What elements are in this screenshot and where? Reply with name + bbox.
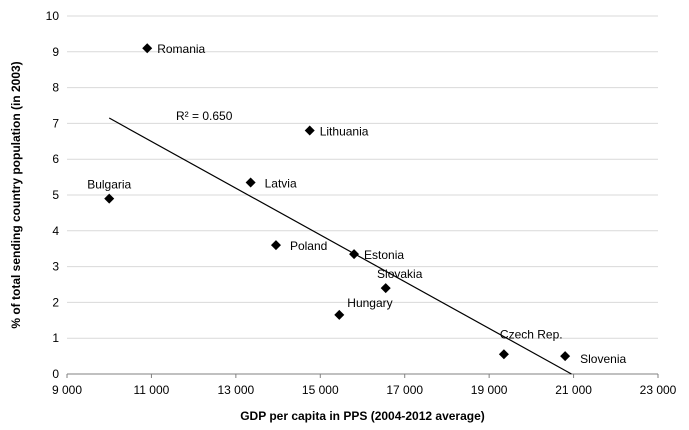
data-point-marker (304, 125, 315, 136)
x-tick-label: 15 000 (302, 383, 339, 397)
data-point-label: Slovenia (580, 352, 626, 366)
x-tick-labels: 9 000 11 000 13 000 15 000 17 000 19 000 21 00… (52, 374, 677, 397)
x-tick-label: 9 000 (52, 383, 82, 397)
r-squared-annotation: R² = 0.650 (176, 109, 233, 123)
y-tick-label: 4 (52, 224, 59, 238)
data-point-label: Lithuania (320, 125, 369, 139)
data-point-marker (349, 249, 360, 260)
data-point-marker (142, 43, 153, 54)
data-point-label: Romania (157, 42, 205, 56)
data-point-marker (334, 309, 345, 320)
y-tick-label: 3 (52, 260, 59, 274)
trendline (108, 117, 572, 375)
data-point-label: Czech Rep. (500, 327, 563, 341)
data-point-label: Hungary (347, 296, 392, 310)
y-tick-labels: 0 1 2 3 4 5 6 7 8 9 10 (46, 9, 60, 381)
data-point-label: Bulgaria (87, 178, 131, 192)
y-tick-label: 9 (52, 45, 59, 59)
x-tick-label: 21 000 (555, 383, 592, 397)
data-point-label: Poland (290, 239, 327, 253)
data-point-label: Estonia (364, 248, 404, 262)
data-point-marker (498, 349, 509, 360)
data-point-marker (270, 240, 281, 251)
data-point-marker (104, 193, 115, 204)
y-tick-label: 8 (52, 81, 59, 95)
y-tick-label: 1 (52, 331, 59, 345)
gridlines (67, 15, 658, 339)
data-point-label: Latvia (265, 176, 297, 190)
x-tick-label: 11 000 (134, 383, 170, 397)
y-tick-label: 2 (52, 295, 59, 309)
data-points: Romania Bulgaria Lithuania Latvia Poland Esto… (87, 42, 626, 366)
x-tick-label: 23 000 (640, 383, 677, 397)
data-point-marker (380, 283, 391, 294)
x-axis-title: GDP per capita in PPS (2004-2012 average… (240, 409, 485, 423)
y-tick-label: 7 (52, 116, 59, 130)
data-point-label: Slovakia (377, 267, 423, 281)
data-point-marker (560, 351, 571, 362)
y-tick-label: 10 (46, 9, 60, 23)
x-tick-label: 17 000 (386, 383, 423, 397)
y-axis-title: % of total sending country population (i… (9, 61, 23, 328)
data-point-marker (245, 177, 256, 188)
y-tick-label: 6 (52, 152, 59, 166)
y-tick-label: 0 (52, 367, 59, 381)
x-tick-label: 13 000 (218, 383, 255, 397)
y-tick-label: 5 (52, 188, 59, 202)
x-tick-label: 19 000 (471, 383, 508, 397)
